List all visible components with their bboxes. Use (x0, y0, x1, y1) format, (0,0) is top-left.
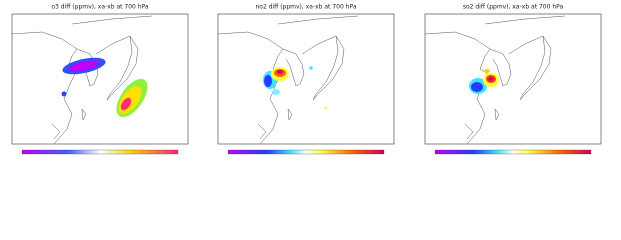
colorbar (434, 149, 592, 155)
colorbar (227, 149, 385, 155)
panel-so2 (424, 13, 602, 145)
colorbar (21, 149, 179, 155)
panel-title: so2 diff (ppmv), xa-xb at 700 hPa (463, 4, 564, 11)
figure: o3 diff (ppmv), xa-xb at 700 hPa no2 dif… (11, 4, 602, 155)
panel-title: o3 diff (ppmv), xa-xb at 700 hPa (51, 4, 149, 11)
panel-no2 (217, 13, 395, 145)
panel-title: no2 diff (ppmv), xa-xb at 700 hPa (255, 4, 356, 11)
panel-o3 (11, 13, 189, 145)
